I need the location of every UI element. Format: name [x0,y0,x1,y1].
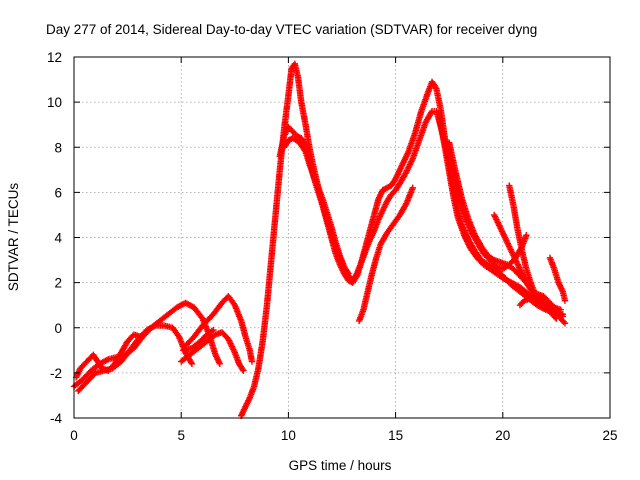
series-track-9 [280,135,352,277]
series-track-3 [72,331,144,381]
x-tick-label: 0 [70,428,78,443]
data-point [216,360,223,368]
y-tick-label: 8 [54,140,62,155]
data-point [137,333,144,340]
y-tick-label: 0 [54,321,62,336]
data-point [428,109,435,116]
x-tick-label: 15 [388,428,403,443]
y-tick-label: -2 [50,366,62,381]
data-point [561,297,569,304]
series-track-15 [516,290,569,327]
series-track-2 [75,322,196,395]
y-tick-label: 2 [54,276,62,291]
data-point [150,323,158,330]
data-point [301,147,308,154]
x-tick-label: 5 [177,428,185,443]
y-tick-label: -4 [50,411,62,426]
x-axis-label: GPS time / hours [289,458,392,473]
series-track-16 [546,254,569,304]
y-tick-label: 6 [54,185,62,200]
data-point [187,359,195,366]
data-point [409,184,416,192]
data-point [345,270,352,277]
series-track-4 [182,292,256,365]
series-track-10 [355,184,416,325]
data-point [248,358,256,365]
data-point [561,320,569,327]
y-tick-label: 10 [47,95,62,110]
data-point [240,367,247,374]
chart-title: Day 277 of 2014, Sidereal Day-to-day VTE… [46,22,537,37]
series-track-5 [178,329,247,374]
data-point [432,84,439,91]
y-tick-label: 12 [47,50,62,65]
series-track-8 [276,107,567,320]
x-tick-label: 25 [602,428,617,443]
data-point [523,232,530,239]
data-points [70,60,569,419]
y-axis-label: SDTVAR / TECUs [6,183,21,292]
axes: 0 5 10 15 20 25 -4 -2 0 2 4 6 8 10 12 [47,50,618,443]
data-point [210,326,217,334]
grid [74,57,610,418]
x-tick-label: 10 [281,428,296,443]
series-track-6 [180,326,217,354]
y-tick-label: 4 [54,231,62,246]
x-tick-label: 20 [495,428,510,443]
data-point [188,360,196,368]
data-point [239,366,246,373]
data-point [103,356,111,364]
data-point [344,269,351,276]
